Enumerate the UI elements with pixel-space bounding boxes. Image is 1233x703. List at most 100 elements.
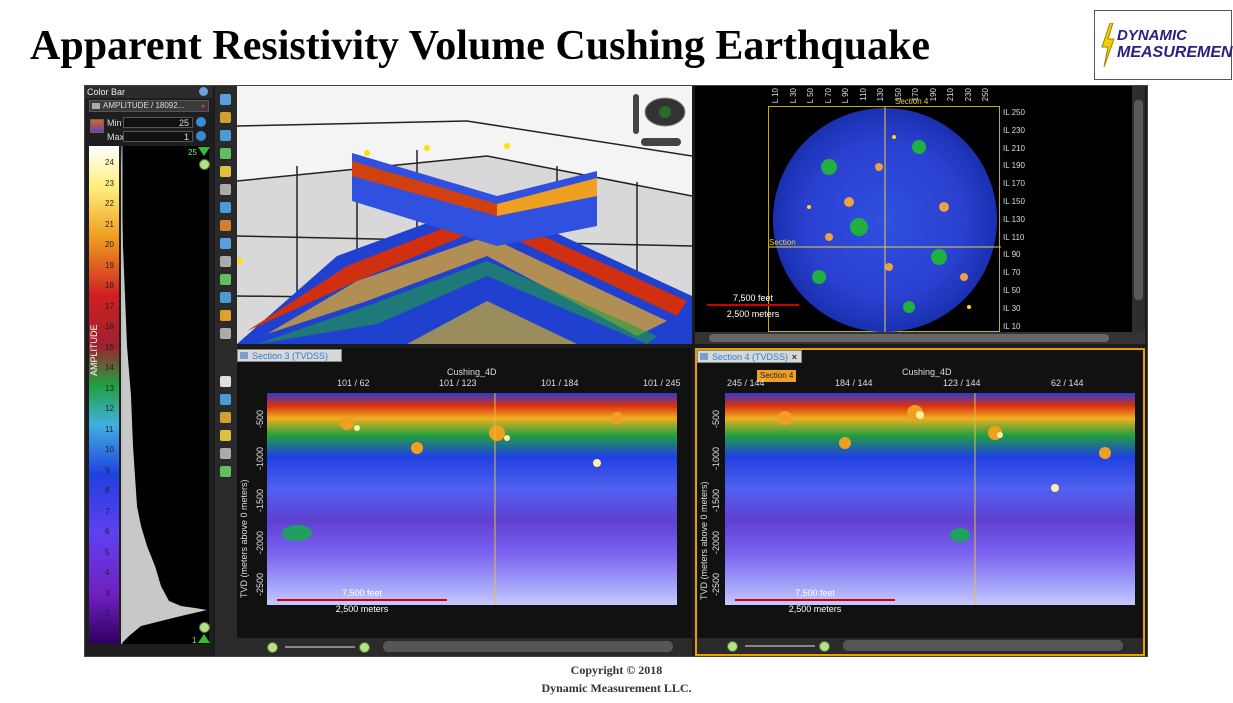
reset-min-icon[interactable]	[196, 117, 206, 127]
section3-scale-bar: 7,500 feet 2,500 meters	[277, 588, 447, 621]
cbTicks-label: 16	[105, 322, 114, 331]
section3-zoom-out-icon[interactable]	[267, 642, 278, 653]
map-scroll-thumb[interactable]	[709, 334, 1109, 342]
map-vscroll-thumb[interactable]	[1134, 100, 1143, 300]
s3Depth-label: -500	[255, 409, 265, 428]
cbTicks-label: 23	[105, 178, 114, 188]
s3Depth-label: -1500	[255, 488, 265, 512]
colorbar-header: Color Bar	[85, 86, 213, 98]
toolbar-tool-icon[interactable]	[220, 292, 231, 303]
mapIL-label: IL 190	[1003, 161, 1025, 171]
toolbar-tool-icon[interactable]	[220, 166, 231, 177]
s4Depth-label: -1000	[711, 446, 721, 470]
top-marker-icon[interactable]	[198, 147, 210, 157]
section3-zoom-in-icon[interactable]	[359, 642, 370, 653]
tab-section3[interactable]: Section 3 (TVDSS)	[237, 349, 342, 362]
toolbar-tool-icon[interactable]	[220, 130, 231, 141]
section4-volume-label: Cushing_4D	[902, 367, 952, 377]
map-section3-label: Section	[769, 238, 796, 247]
toolbar-tool-icon[interactable]	[220, 184, 231, 195]
toolbar-tool-icon[interactable]	[220, 274, 231, 285]
s3Top-label: 101 / 184	[541, 378, 579, 388]
toolbar-tool-icon[interactable]	[220, 466, 231, 477]
3d-view-panel[interactable]	[237, 86, 692, 344]
toolbar-tool-icon[interactable]	[220, 394, 231, 405]
toolbar-tool-icon[interactable]	[220, 256, 231, 267]
section4-ylabel: TVD (meters above 0 meters)	[699, 481, 709, 600]
mapIL-label: IL 250	[1003, 108, 1025, 117]
s3Depth-label: -1000	[255, 446, 265, 470]
section3-panel[interactable]: Section 3 (TVDSS) Cushing_4D 101 / 62 101…	[237, 348, 692, 656]
section3-scrollbar[interactable]	[383, 641, 673, 652]
reset-max-icon[interactable]	[196, 131, 206, 141]
cbTicks-label: 3	[105, 588, 110, 598]
section3-ylabel: TVD (meters above 0 meters)	[239, 479, 249, 598]
toolbar-tool-icon[interactable]	[220, 328, 231, 339]
zoom-in-icon[interactable]	[199, 159, 210, 170]
section3-scale-meters: 2,500 meters	[335, 604, 389, 614]
toolbar-tool-icon[interactable]	[220, 220, 231, 231]
section3-footer	[237, 638, 692, 656]
s3Top-label: 101 / 123	[439, 378, 477, 388]
cbTicks-label: 10	[105, 445, 114, 454]
mapTop-label: L 50	[806, 88, 815, 104]
section4-image	[725, 393, 1135, 605]
section3-zoom-slider[interactable]	[285, 646, 355, 648]
toolbar-tool-icon[interactable]	[220, 310, 231, 321]
section3-plot	[267, 393, 677, 605]
section4-panel[interactable]: Section 4 (TVDSS) × Section 4 Cushing_4D…	[695, 348, 1145, 656]
map-horizontal-scrollbar[interactable]	[695, 332, 1145, 344]
zoom-out-icon[interactable]	[199, 622, 210, 633]
color-scale	[89, 146, 119, 644]
application-window: Color Bar AMPLITUDE / 18092... ▾ Min 25 …	[84, 85, 1148, 657]
cbTicks-label: 21	[105, 219, 114, 229]
toolbar-tool-icon[interactable]	[220, 430, 231, 441]
toolbar-tool-icon[interactable]	[220, 94, 231, 105]
s4Depth-label: -1500	[711, 488, 721, 512]
toolbar-tool-icon[interactable]	[220, 202, 231, 213]
toolbar-tool-icon[interactable]	[220, 448, 231, 459]
section4-tab-label: Section 4 (TVDSS)	[712, 352, 789, 362]
toolbar-tool-icon[interactable]	[220, 376, 231, 387]
section4-tooltip: Section 4	[757, 370, 797, 382]
map-frame	[768, 106, 1001, 333]
section4-zoom-out-icon[interactable]	[727, 641, 738, 652]
cbTicks-label: 2	[105, 609, 110, 618]
lightning-icon	[1101, 23, 1115, 67]
mapIL-label: IL 50	[1003, 286, 1021, 295]
section4-plot	[725, 393, 1135, 605]
min-input[interactable]: 25	[123, 117, 193, 128]
help-icon[interactable]	[199, 87, 208, 96]
company-logo: DYNAMIC MEASUREMENT	[1094, 10, 1233, 80]
tab-section4[interactable]: Section 4 (TVDSS) ×	[697, 350, 802, 363]
max-input[interactable]: 1	[123, 131, 193, 142]
toolbar-tool-icon[interactable]	[220, 412, 231, 423]
close-icon[interactable]: ×	[791, 352, 797, 362]
section4-zoom-slider[interactable]	[745, 645, 815, 647]
histogram	[121, 146, 209, 644]
s3Top-label: 101 / 62	[337, 378, 370, 388]
s4Top-label: 62 / 144	[1051, 378, 1084, 388]
cbTicks-label: 19	[105, 260, 114, 270]
section4-zoom-in-icon[interactable]	[819, 641, 830, 652]
mapTop-label: 130	[876, 88, 885, 102]
toolbar-tool-icon[interactable]	[220, 148, 231, 159]
colormap-icon[interactable]	[90, 119, 104, 133]
toolbar-tool-icon[interactable]	[220, 238, 231, 249]
map-vertical-scrollbar[interactable]	[1132, 86, 1145, 332]
s4Depth-label: -2000	[711, 530, 721, 554]
bottom-marker-icon[interactable]	[198, 634, 210, 644]
section3-scale-feet: 7,500 feet	[341, 588, 383, 598]
min-label: Min	[107, 118, 122, 128]
logo-line-1: DYNAMIC	[1117, 27, 1187, 44]
navigation-gizmo[interactable]	[629, 88, 689, 150]
s3Depth-label: -2000	[255, 530, 265, 554]
cbTicks-label: 18	[105, 281, 114, 290]
s4Top-label: 184 / 144	[835, 378, 873, 388]
section-tab-icon	[240, 352, 248, 359]
section4-scrollbar[interactable]	[843, 640, 1123, 651]
attribute-select[interactable]: AMPLITUDE / 18092... ▾	[89, 100, 209, 112]
section3-image	[267, 393, 677, 605]
map-view-panel[interactable]: L 10 L 30 L 50 L 70 L 90 110 130 150 170 190 210 23…	[695, 86, 1145, 344]
toolbar-tool-icon[interactable]	[220, 112, 231, 123]
